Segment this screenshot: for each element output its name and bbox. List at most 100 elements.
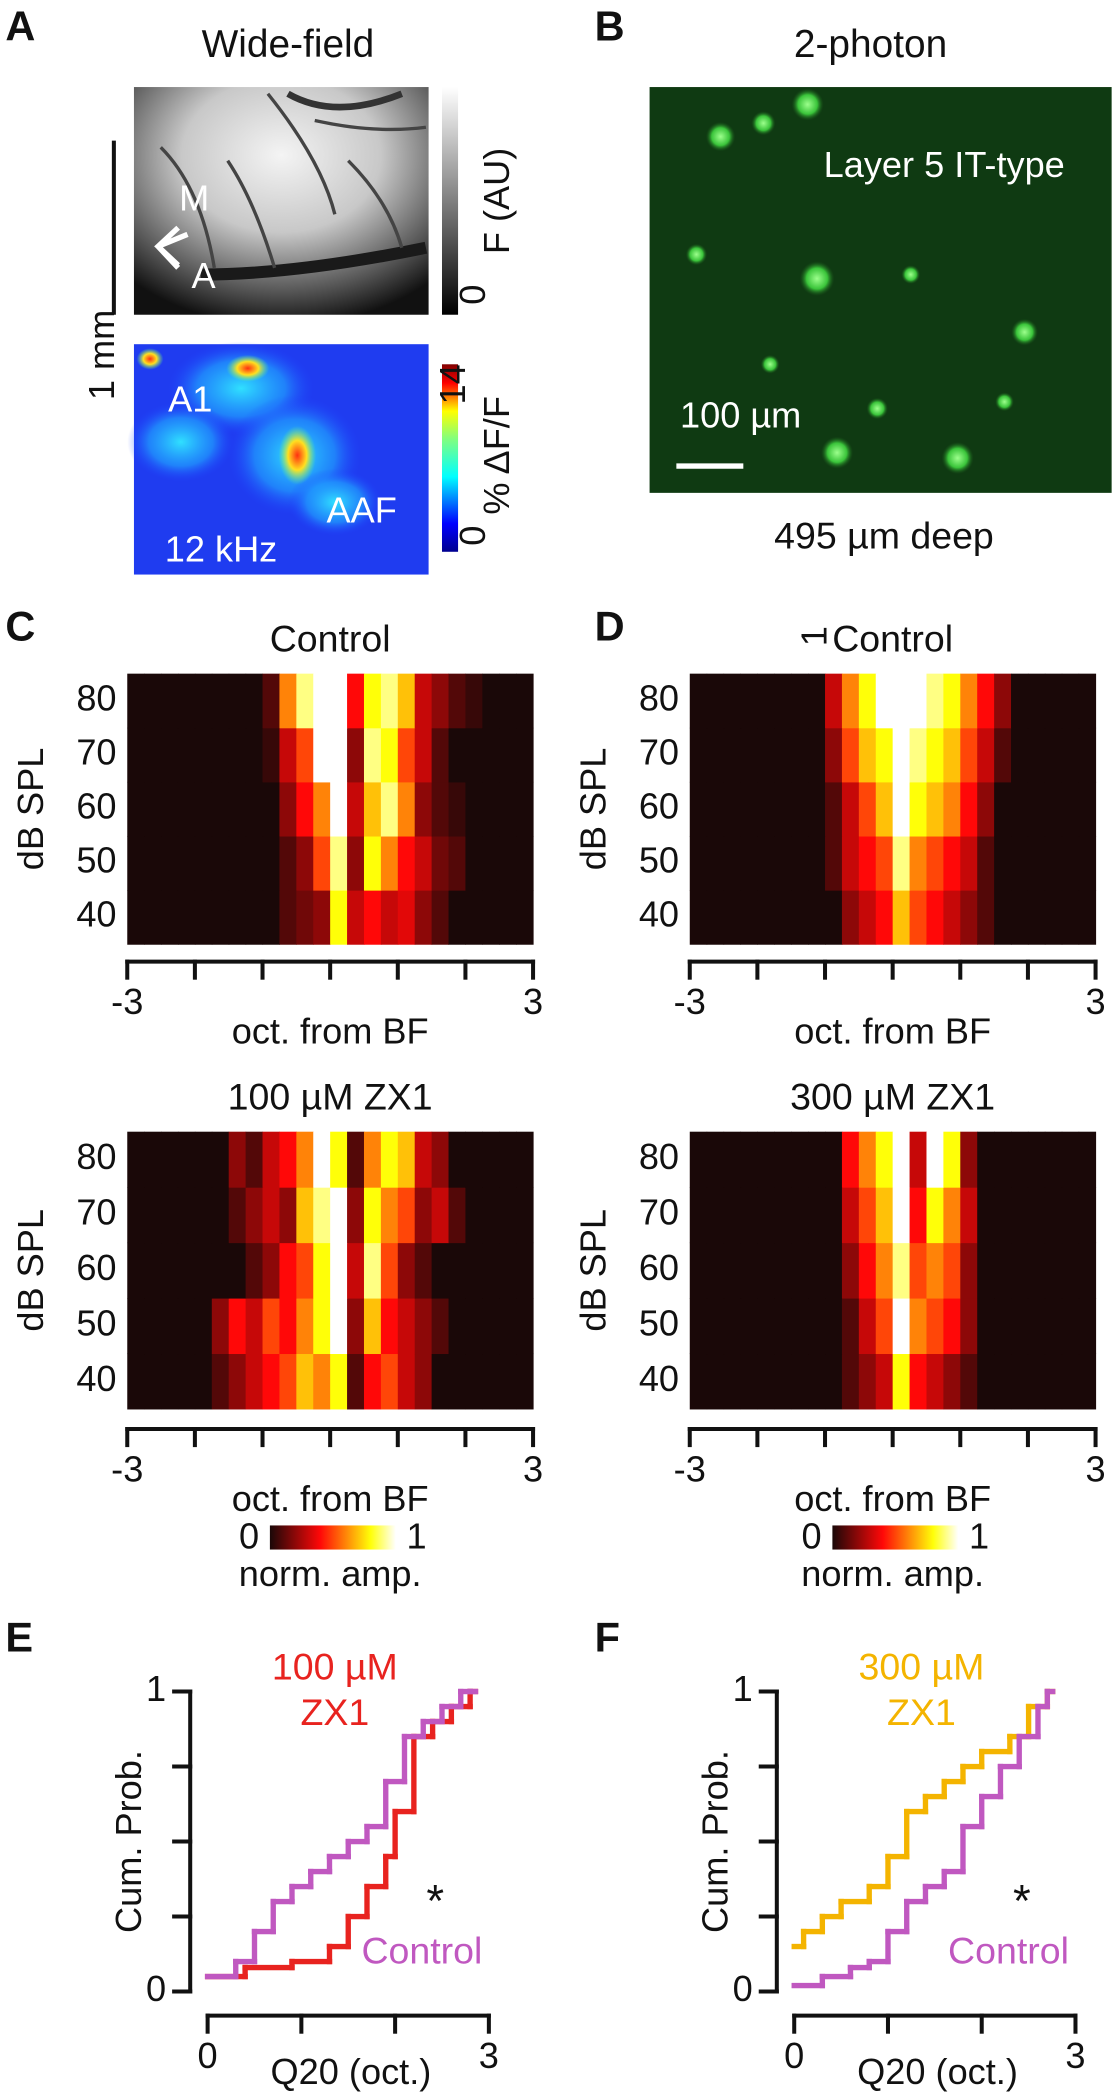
heatmap-cell: [977, 727, 995, 783]
heatmap-cell: [909, 890, 928, 945]
heatmap-cell: [841, 1353, 860, 1410]
heatmap-cell: [774, 673, 792, 729]
heatmap-cell: [892, 781, 911, 837]
heatmap-cell: [296, 890, 314, 945]
heatmap-cell: [689, 1353, 708, 1410]
heatmap-cell: [977, 1242, 995, 1299]
heatmap-cell: [892, 835, 911, 891]
heatmap-cell: [825, 890, 843, 945]
y-tick-label: 50: [639, 840, 679, 881]
heatmap-cell: [465, 727, 483, 783]
heatmap-cell: [211, 1298, 230, 1355]
heatmap-cell: [1011, 890, 1029, 945]
heatmap-cell: [431, 1131, 450, 1188]
heatmap-cell: [774, 781, 792, 837]
heatmap-cell: [774, 890, 792, 945]
y-axis-label: Cum. Prob.: [694, 1750, 735, 1933]
heatmap-cell: [380, 835, 399, 891]
colorbar-label: norm. amp.: [801, 1553, 984, 1594]
heatmap-cell: [841, 890, 860, 945]
heatmap-cell: [499, 1242, 517, 1299]
heatmap-cell: [1078, 1353, 1097, 1410]
heatmap-cell: [841, 781, 860, 837]
x-tick-label: 3: [523, 981, 543, 1022]
heatmap-cell: [740, 1242, 758, 1299]
heatmap-cell: [791, 890, 809, 945]
heatmap-cell: [926, 1298, 944, 1355]
x-tick-label: -3: [674, 1448, 706, 1489]
heatmap-cell: [892, 673, 911, 729]
heatmap-cell: [347, 1298, 365, 1355]
colorbar-tick-label: 0: [452, 285, 493, 305]
y-tick-label: 80: [639, 1136, 679, 1177]
heatmap-cell: [499, 781, 517, 837]
panel-label: C: [5, 602, 35, 649]
heatmap-cell: [926, 673, 944, 729]
heatmap-cell: [706, 1298, 725, 1355]
heatmap-cell: [943, 835, 961, 891]
heatmap-cell: [414, 673, 433, 729]
heatmap-cell: [363, 1131, 382, 1188]
y-tick-label: 60: [76, 1247, 116, 1288]
heatmap-cell: [926, 1353, 944, 1410]
heatmap-cell: [431, 1298, 450, 1355]
heatmap-cell: [774, 1353, 792, 1410]
heatmap-cell: [499, 673, 517, 729]
y-tick-label: 70: [639, 731, 679, 772]
heatmap-cell: [194, 727, 213, 783]
heatmap-cell: [127, 781, 145, 837]
heatmap-cell: [841, 835, 860, 891]
heatmap-cell: [465, 1131, 483, 1188]
heatmap-cell: [262, 835, 280, 891]
heatmap-cell: [791, 835, 809, 891]
heatmap-cell: [397, 1298, 416, 1355]
heatmap-cell: [706, 673, 725, 729]
heatmap-cell: [808, 835, 826, 891]
heatmap-cell: [363, 727, 382, 783]
heatmap-cell: [1044, 1298, 1063, 1355]
heatmap-cell: [1027, 1353, 1046, 1410]
heatmap-cell: [177, 673, 196, 729]
panel-label: E: [5, 1614, 33, 1661]
heatmap-cell: [161, 781, 179, 837]
heatmap-cell: [499, 727, 517, 783]
heatmap-cell: [689, 835, 708, 891]
heatmap-cell: [1027, 1131, 1046, 1188]
heatmap-cell: [296, 781, 314, 837]
heatmap-cell: [465, 673, 483, 729]
heatmap-cell: [347, 1131, 365, 1188]
heatmap-cell: [1044, 1187, 1063, 1244]
heatmap-cell: [347, 727, 365, 783]
series-label: 300 µM ZX1: [859, 1646, 985, 1733]
scale-bar-label: 100 µm: [680, 394, 801, 435]
heatmap-cell: [1061, 1242, 1080, 1299]
heatmap-cell: [1061, 1298, 1080, 1355]
heatmap-cell: [723, 890, 742, 945]
heatmap-cell: [875, 781, 894, 837]
heatmap-cell: [1027, 727, 1046, 783]
heatmap-cell: [825, 1242, 843, 1299]
heatmap-cell: [757, 1242, 775, 1299]
colorbar-label: F (AU): [476, 148, 517, 254]
heatmap-cell: [808, 890, 826, 945]
heatmap-cell: [858, 835, 877, 891]
heatmap-cell: [363, 1242, 382, 1299]
heatmap-cell: [296, 727, 314, 783]
heatmap-cell: [228, 1353, 247, 1410]
panel-title: 2-photon: [794, 23, 947, 66]
heatmap-cell: [791, 727, 809, 783]
orientation-label: A: [192, 255, 217, 296]
heatmap-cell: [1061, 835, 1080, 891]
heatmap-cell: [177, 1298, 196, 1355]
x-tick-label: -3: [111, 981, 143, 1022]
chart-title: Control: [832, 617, 953, 659]
heatmap-cell: [482, 727, 500, 783]
heatmap-cell: [757, 1131, 775, 1188]
significance-marker: *: [1013, 1875, 1031, 1926]
heatmap-cell: [177, 727, 196, 783]
heatmap-cell: [892, 1242, 911, 1299]
heatmap-cell: [757, 781, 775, 837]
heatmap-cell: [144, 1242, 162, 1299]
heatmap-cell: [689, 1242, 708, 1299]
heatmap-cell: [414, 1187, 433, 1244]
